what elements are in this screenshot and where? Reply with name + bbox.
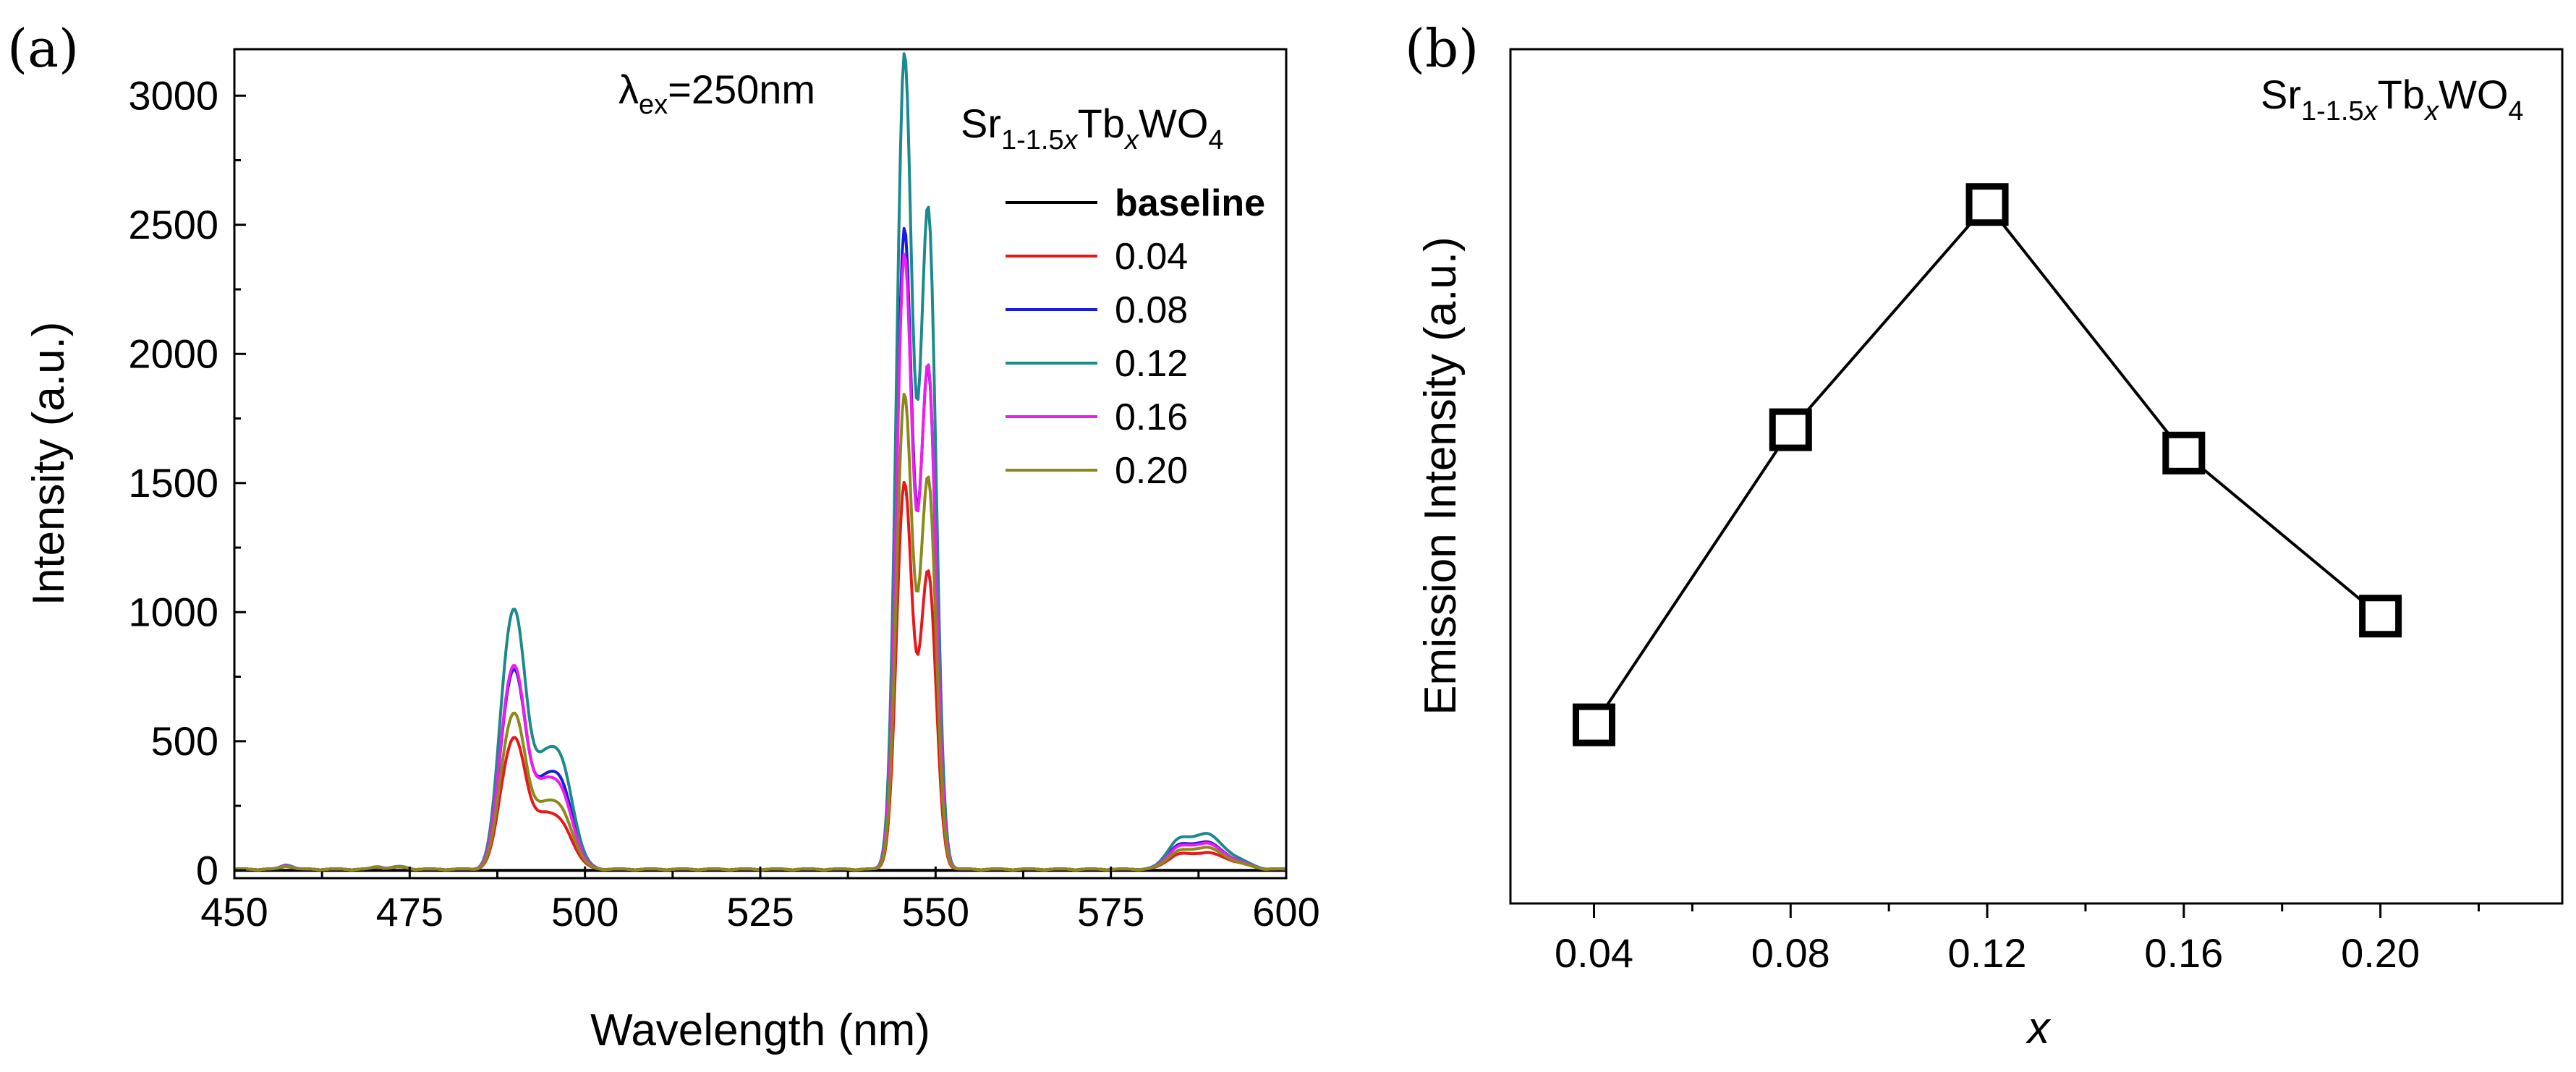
y-tick-label-a: 1500 [128,460,218,506]
legend-label-4: 0.16 [1115,396,1188,438]
panel-b-emission-chart: (b) 0.04 0.08 0.12 0.16 0.20 x Emission Inte… [1405,18,2564,1053]
spectrum-line-1 [234,480,1287,872]
panel-a-label: (a) [7,18,79,79]
formula-label-a: Sr1-1.5xTbxWO4 [961,101,1224,156]
x-tick-label-a: 475 [376,889,443,935]
legend-label-2: 0.08 [1115,289,1188,331]
panel-a-spectra-chart: (a) 450 475 500 525 550 575 600 0 500 1000 1500 20… [7,18,1320,1055]
legend-a: baseline 0.04 0.08 0.12 0.16 0.20 [1006,182,1265,492]
excitation-subscript: ex [639,90,668,120]
x-tick-label-b: 0.16 [2144,930,2223,976]
emission-trend-line [1592,203,2381,726]
legend-label-0: baseline [1115,182,1265,224]
emission-data-points [1573,183,2402,746]
y-tick-label-a: 2500 [128,202,218,247]
x-tick-label-a: 550 [902,889,969,935]
data-point-marker [2162,431,2206,475]
x-axis-ticks-a: 450 475 500 525 550 575 600 [200,867,1320,935]
lambda-symbol: λ [619,67,639,112]
x-tick-label-b: 0.04 [1555,930,1633,976]
x-tick-label-a: 525 [726,889,794,935]
y-tick-label-a: 3000 [128,72,218,118]
excitation-wavelength: =250nm [668,67,815,112]
x-axis-title-b: x [2025,1003,2052,1053]
panel-b-label: (b) [1405,18,1479,79]
data-point-marker [2359,595,2402,638]
legend-label-1: 0.04 [1115,236,1188,278]
y-tick-label-a: 1000 [128,589,218,634]
formula-label-b: Sr1-1.5xTbxWO4 [2261,72,2524,127]
y-axis-title-b: Emission Intensity (a.u.) [1416,237,1466,715]
y-tick-label-a: 0 [196,847,218,893]
x-tick-label-b: 0.08 [1751,930,1830,976]
x-tick-label-b: 0.12 [1948,930,2027,976]
x-tick-label-a: 500 [551,889,619,935]
x-axis-title-a: Wavelength (nm) [590,1005,930,1055]
x-axis-ticks-b: 0.04 0.08 0.12 0.16 0.20 [1555,903,2480,976]
plot-frame-b [1509,48,2564,905]
data-point-marker [1769,408,1812,451]
y-axis-title-a: Intensity (a.u.) [24,322,74,606]
legend-label-3: 0.12 [1115,343,1188,385]
data-point-marker [1573,703,1616,746]
data-point-marker [1965,183,2009,226]
x-tick-label-a: 600 [1252,889,1319,935]
x-tick-label-a: 450 [200,889,268,935]
excitation-annotation: λex=250nm [619,67,815,120]
legend-label-5: 0.20 [1115,450,1188,492]
x-tick-label-b: 0.20 [2341,930,2420,976]
x-tick-label-a: 575 [1077,889,1144,935]
y-tick-label-a: 500 [151,718,218,764]
y-tick-label-a: 2000 [128,331,218,376]
y-axis-ticks-a: 0 500 1000 1500 2000 2500 3000 [128,72,246,893]
